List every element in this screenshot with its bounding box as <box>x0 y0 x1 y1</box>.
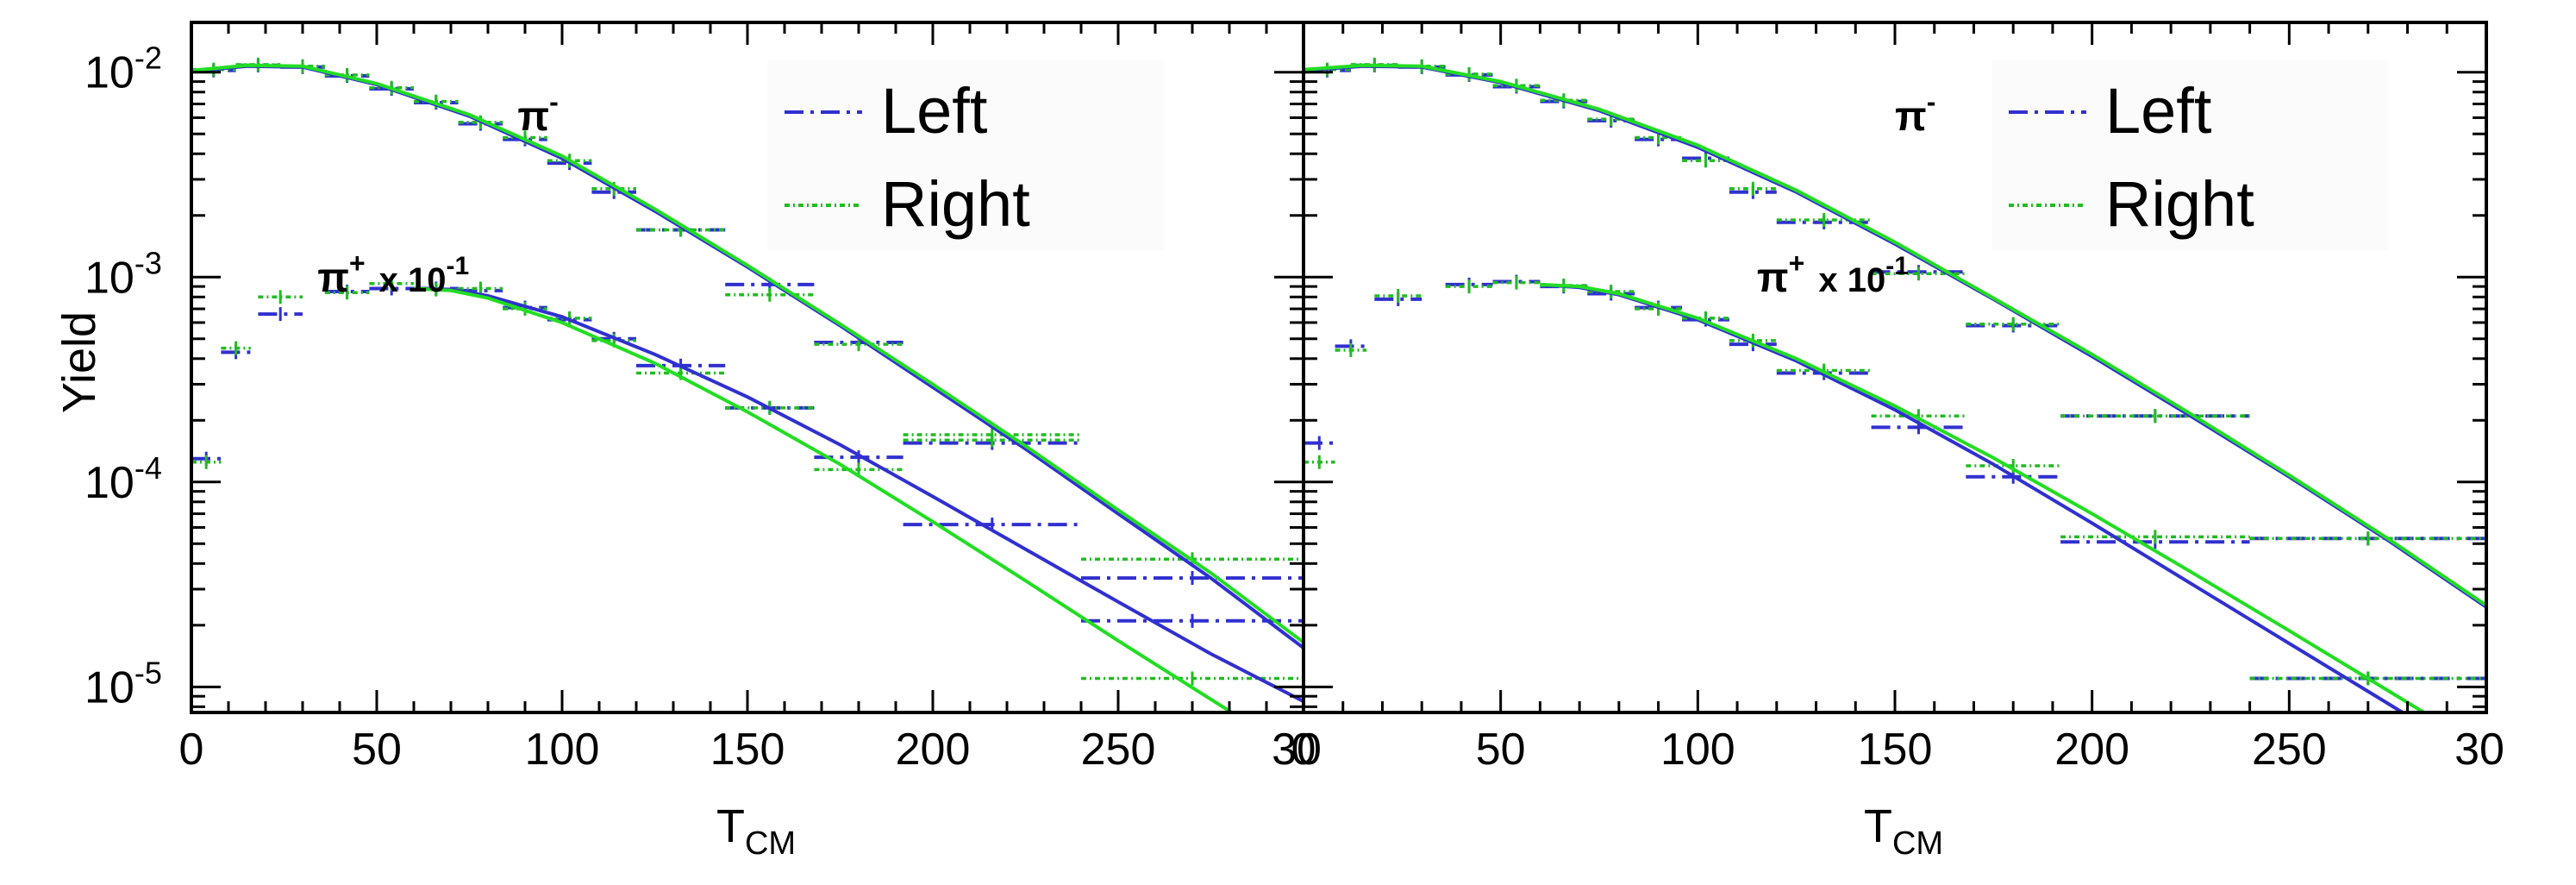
right-fit-pi+-right <box>1540 282 2428 712</box>
right-x-tick-label: 30 <box>2454 725 2504 775</box>
y-tick-label: 10-2 <box>84 41 162 98</box>
right-x-tick-label: 250 <box>2252 725 2327 775</box>
left-x-tick-label: 0 <box>179 725 204 775</box>
left-annotation-pi-minus: π- <box>517 86 558 140</box>
right-x-tick-label: 0 <box>1291 725 1316 775</box>
left-x-tick-label: 200 <box>896 725 971 775</box>
left-fit-pi+-right <box>413 286 1235 712</box>
left-fit-pi+-left <box>413 286 1304 703</box>
right-panel-annotations: π-π+ x 10-1 <box>1757 86 1935 301</box>
left-x-tick-label: 30 <box>1272 725 1322 775</box>
right-x-tick-label: 150 <box>1858 725 1933 775</box>
right-panel-legend: Left Right <box>1991 60 2388 250</box>
right-x-axis-label: TCM <box>1864 800 1943 862</box>
right-panel: Left Right π-π+ x 10-1 0 50 100 150 200 250 30 TC… <box>1291 21 2504 862</box>
right-x-tick-label: 200 <box>2054 725 2129 775</box>
left-fit-pi--right <box>191 63 1304 644</box>
y-tick-labels: 10-2 10-3 10-4 10-5 <box>84 41 162 713</box>
y-tick-label: 10-5 <box>84 655 162 712</box>
right-fit-pi--right <box>1304 63 2486 607</box>
left-panel-fits <box>191 63 1304 712</box>
left-panel: Left Right π-π+ x 10-1 0 50 100 150 200 250 30 TC… <box>179 21 1322 862</box>
left-panel-legend: Left Right <box>767 60 1164 250</box>
right-annotation-pi-plus: π+ x 10-1 <box>1757 248 1909 301</box>
left-x-tick-label: 50 <box>352 725 402 775</box>
right-x-tick-label: 50 <box>1476 725 1526 775</box>
right-x-tick-label: 100 <box>1660 725 1735 775</box>
right-legend-box <box>1991 60 2388 250</box>
left-annotation-pi-plus: π+ x 10-1 <box>317 248 469 301</box>
right-legend-label-right: Right <box>2105 168 2254 240</box>
left-legend-box <box>767 60 1164 250</box>
left-legend-label-left: Left <box>881 75 988 147</box>
y-tick-label: 10-4 <box>84 450 162 508</box>
right-panel-fits <box>1304 63 2486 712</box>
right-legend-label-left: Left <box>2105 75 2212 147</box>
right-panel-axes: 0 50 100 150 200 250 30 TCM <box>1291 21 2504 862</box>
left-x-tick-label: 250 <box>1081 725 1156 775</box>
left-x-tick-label: 150 <box>710 725 785 775</box>
left-legend-label-right: Right <box>881 168 1030 240</box>
right-annotation-pi-minus: π- <box>1895 86 1935 140</box>
left-x-axis-label: TCM <box>716 800 796 862</box>
left-panel-annotations: π-π+ x 10-1 <box>317 86 559 301</box>
y-tick-label: 10-3 <box>84 245 162 303</box>
y-axis-label: Yield <box>53 311 105 413</box>
left-x-tick-label: 100 <box>525 725 600 775</box>
